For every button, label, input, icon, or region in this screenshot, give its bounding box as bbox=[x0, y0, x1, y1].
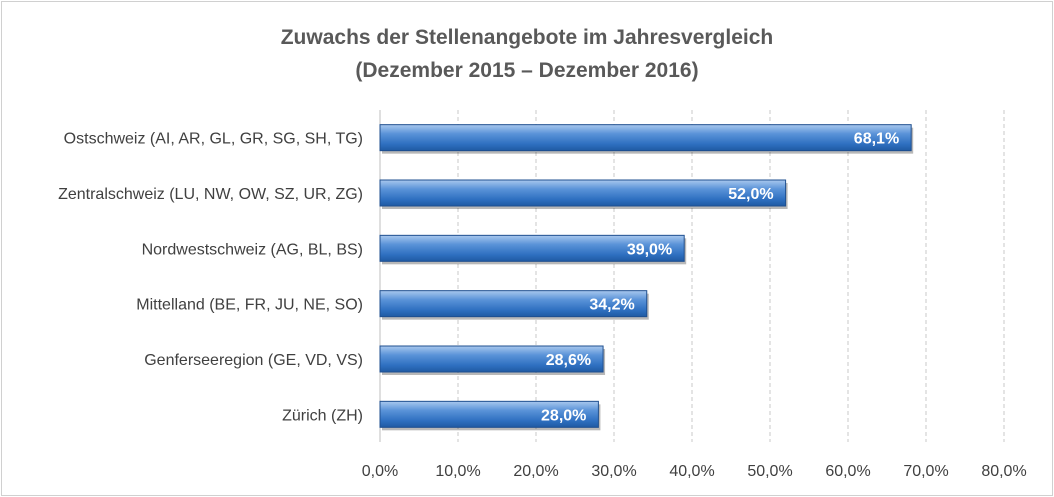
x-tick-label: 70,0% bbox=[903, 463, 948, 480]
x-tick-label: 40,0% bbox=[669, 463, 714, 480]
bar-value-label: 28,6% bbox=[546, 352, 591, 369]
category-label: Genferseeregion (GE, VD, VS) bbox=[144, 352, 363, 369]
category-label: Nordwestschweiz (AG, BL, BS) bbox=[142, 241, 363, 258]
x-axis-ticks: 0,0% 10,0% 20,0% 30,0% 40,0% 50,0% 60,0% 70,0% 8… bbox=[362, 463, 1027, 480]
bar bbox=[379, 290, 648, 318]
chart-title: Zuwachs der Stellenangebote im Jahresver… bbox=[281, 26, 774, 49]
bar bbox=[379, 400, 599, 428]
bar-value-label: 28,0% bbox=[541, 407, 586, 424]
grid-lines bbox=[379, 110, 1005, 442]
x-tick-label: 80,0% bbox=[981, 463, 1026, 480]
x-tick-label: 50,0% bbox=[747, 463, 792, 480]
bar bbox=[379, 124, 912, 152]
x-tick-label: 0,0% bbox=[362, 463, 398, 480]
category-labels: Ostschweiz (AI, AR, GL, GR, SG, SH, TG) Z… bbox=[58, 131, 363, 425]
category-label: Mittelland (BE, FR, JU, NE, SO) bbox=[136, 297, 363, 314]
bars: 68,1% 52,0% 39,0% 34,2% 28,6% 28,0% bbox=[379, 124, 914, 431]
bar-value-label: 34,2% bbox=[589, 297, 634, 314]
bar-value-label: 39,0% bbox=[627, 241, 672, 258]
x-tick-label: 10,0% bbox=[435, 463, 480, 480]
bar bbox=[379, 179, 787, 207]
bar-value-label: 52,0% bbox=[728, 186, 773, 203]
x-tick-label: 30,0% bbox=[591, 463, 636, 480]
bar bbox=[379, 234, 685, 262]
category-label: Zürich (ZH) bbox=[282, 407, 363, 424]
category-label: Zentralschweiz (LU, NW, OW, SZ, UR, ZG) bbox=[58, 186, 363, 203]
x-tick-label: 60,0% bbox=[825, 463, 870, 480]
bar-value-label: 68,1% bbox=[854, 131, 899, 148]
category-label: Ostschweiz (AI, AR, GL, GR, SG, SH, TG) bbox=[64, 131, 363, 148]
x-tick-label: 20,0% bbox=[513, 463, 558, 480]
chart-subtitle: (Dezember 2015 – Dezember 2016) bbox=[355, 59, 698, 82]
bar bbox=[379, 345, 604, 373]
